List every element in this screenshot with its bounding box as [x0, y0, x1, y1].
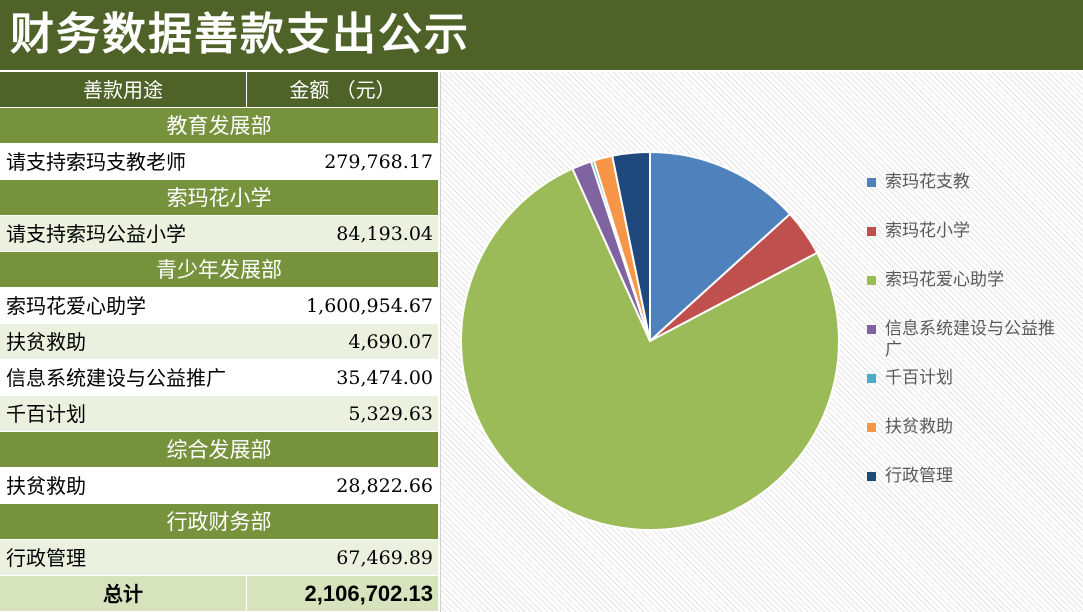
- section-row: 行政财务部: [0, 504, 438, 540]
- table-row: 扶贫救助 4,690.07: [0, 324, 438, 360]
- table-row: 信息系统建设与公益推广 35,474.00: [0, 360, 438, 396]
- legend-item: 扶贫救助: [867, 417, 1077, 466]
- section-name: 教育发展部: [166, 114, 272, 138]
- legend-item: 千百计划: [867, 368, 1077, 417]
- total-row: 总计 2,106,702.13: [0, 576, 438, 612]
- page-title: 财务数据善款支出公示: [10, 9, 470, 60]
- table-row: 千百计划 5,329.63: [0, 396, 438, 432]
- row-label: 信息系统建设与公益推广: [6, 366, 226, 390]
- legend-label: 千百计划: [885, 368, 953, 388]
- legend-swatch: [867, 374, 876, 383]
- row-amount: 28,822.66: [336, 475, 433, 497]
- legend-label: 索玛花支教: [885, 172, 970, 192]
- row-amount: 4,690.07: [348, 331, 433, 353]
- pie-chart: [460, 150, 840, 531]
- row-amount: 84,193.04: [336, 223, 433, 245]
- legend-label: 行政管理: [885, 466, 953, 486]
- total-amount: 2,106,702.13: [246, 576, 438, 612]
- section-row: 综合发展部: [0, 432, 438, 468]
- header-purpose: 善款用途: [83, 78, 163, 102]
- row-amount: 35,474.00: [336, 367, 433, 389]
- chart-legend: 索玛花支教索玛花小学索玛花爱心助学信息系统建设与公益推广千百计划扶贫救助行政管理: [867, 172, 1077, 515]
- header-amount: 金额 （元）: [246, 72, 438, 108]
- row-label: 请支持索玛支教老师: [6, 150, 186, 174]
- legend-label: 索玛花爱心助学: [885, 270, 1004, 290]
- expense-table: 善款用途 金额 （元） 教育发展部 请支持索玛支教老师 279,768.17 索玛花小学请…: [0, 72, 438, 612]
- section-row: 教育发展部: [0, 108, 438, 144]
- table-header: 善款用途 金额 （元）: [0, 72, 438, 108]
- row-label: 行政管理: [6, 546, 86, 570]
- title-bar: 财务数据善款支出公示: [0, 0, 1083, 70]
- table-row: 扶贫救助 28,822.66: [0, 468, 438, 504]
- legend-label: 索玛花小学: [885, 221, 970, 241]
- legend-swatch: [867, 423, 876, 432]
- legend-swatch: [867, 472, 876, 481]
- legend-label: 扶贫救助: [885, 417, 953, 437]
- pie-chart-area: 索玛花支教索玛花小学索玛花爱心助学信息系统建设与公益推广千百计划扶贫救助行政管理: [440, 72, 1083, 612]
- row-amount: 5,329.63: [348, 403, 433, 425]
- section-name: 青少年发展部: [156, 258, 282, 282]
- table-row: 请支持索玛支教老师 279,768.17: [0, 144, 438, 180]
- row-amount: 1,600,954.67: [306, 295, 433, 317]
- row-label: 扶贫救助: [6, 474, 86, 498]
- legend-swatch: [867, 276, 876, 285]
- row-amount: 279,768.17: [324, 151, 433, 173]
- section-row: 青少年发展部: [0, 252, 438, 288]
- legend-item: 信息系统建设与公益推广: [867, 319, 1077, 368]
- legend-item: 索玛花爱心助学: [867, 270, 1077, 319]
- section-name: 索玛花小学: [166, 186, 272, 210]
- pie-slice-6: [611, 150, 651, 342]
- row-amount: 67,469.89: [336, 547, 433, 569]
- pie-slice-0: [649, 150, 792, 344]
- row-label: 索玛花爱心助学: [6, 294, 146, 318]
- row-label: 扶贫救助: [6, 330, 86, 354]
- legend-item: 索玛花小学: [867, 221, 1077, 270]
- legend-item: 索玛花支教: [867, 172, 1077, 221]
- table-row: 行政管理 67,469.89: [0, 540, 438, 576]
- section-row: 索玛花小学: [0, 180, 438, 216]
- legend-swatch: [867, 227, 876, 236]
- row-label: 请支持索玛公益小学: [6, 222, 186, 246]
- section-name: 综合发展部: [166, 438, 272, 462]
- pie-slice-2: [460, 167, 840, 531]
- legend-item: 行政管理: [867, 466, 1077, 515]
- legend-swatch: [867, 178, 876, 187]
- row-label: 千百计划: [6, 402, 86, 426]
- legend-label: 信息系统建设与公益推广: [885, 319, 1055, 360]
- table-row: 索玛花爱心助学 1,600,954.67: [0, 288, 438, 324]
- section-name: 行政财务部: [166, 510, 272, 534]
- legend-swatch: [867, 325, 876, 334]
- total-label: 总计: [103, 582, 143, 606]
- table-row: 请支持索玛公益小学 84,193.04: [0, 216, 438, 252]
